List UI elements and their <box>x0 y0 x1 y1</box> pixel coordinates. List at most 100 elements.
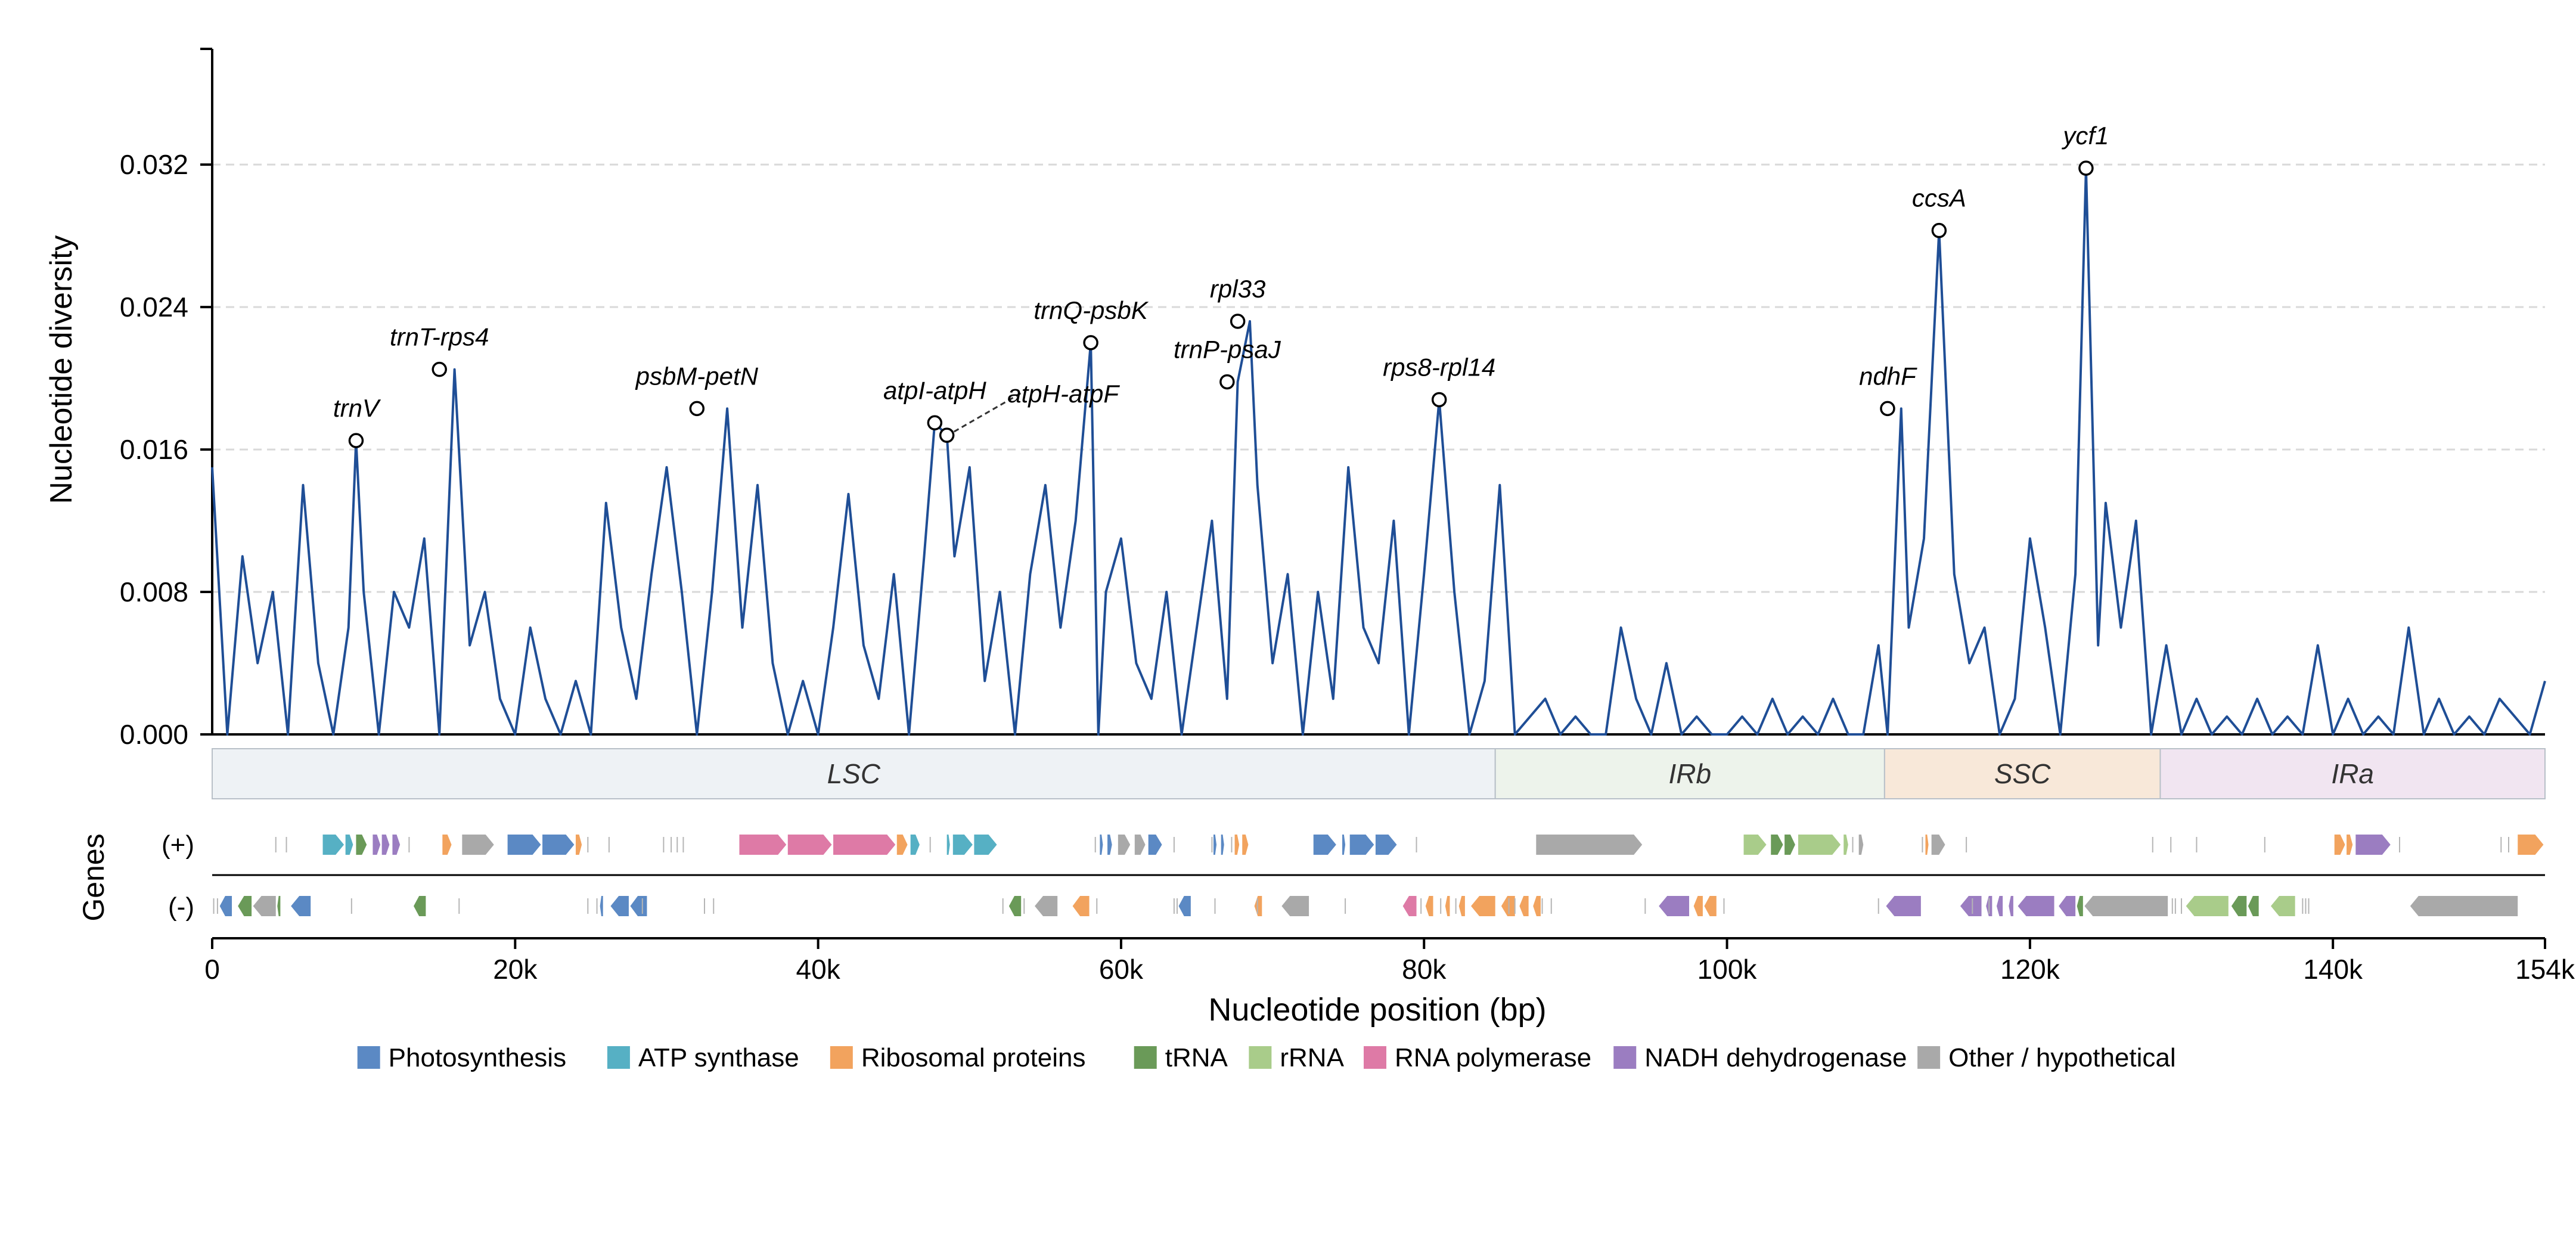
peak-label: trnT-rps4 <box>390 323 489 351</box>
gene-arrow-minus <box>1693 896 1703 916</box>
gene-arrow-minus <box>2084 896 2168 916</box>
gene-arrow-plus <box>1743 835 1767 855</box>
gene-arrow-minus <box>1996 896 2003 916</box>
x-tick-label: 20k <box>493 954 538 985</box>
x-tick-label: 100k <box>1697 954 1758 985</box>
y-tick-label: 0.032 <box>120 149 188 180</box>
x-tick-label: 120k <box>2000 954 2060 985</box>
diversity-line <box>211 167 2546 736</box>
gene-arrow-plus <box>1107 835 1112 855</box>
peak-label: rps8-rpl14 <box>1383 353 1495 381</box>
region-bar: LSC IRb SSC IRa <box>212 748 2546 799</box>
gene-arrow-minus <box>1008 896 1022 916</box>
strand-minus-label: (-) <box>168 892 194 922</box>
legend: Photosynthesis ATP synthase Ribosomal prot… <box>357 1043 2176 1072</box>
peak-marker <box>1931 222 1947 238</box>
legend-label: Ribosomal proteins <box>861 1043 1086 1072</box>
gene-arrow-plus <box>910 835 920 855</box>
region-block <box>212 748 1496 799</box>
legend-label: tRNA <box>1165 1043 1228 1072</box>
gene-arrow-minus <box>1501 896 1515 916</box>
gene-arrow-plus <box>462 835 494 855</box>
gene-arrow-minus <box>291 896 311 916</box>
gene-arrow-plus <box>833 835 896 855</box>
y-tick-label: 0.008 <box>120 576 188 607</box>
gene-arrow-plus <box>356 835 367 855</box>
legend-swatch <box>1917 1046 1941 1069</box>
y-axis-label: Nucleotide diversity <box>44 235 79 504</box>
gene-arrow-minus <box>253 896 276 916</box>
legend-label: rRNA <box>1280 1043 1344 1072</box>
peak-marker <box>939 427 955 443</box>
region-label: LSC <box>827 758 881 789</box>
gene-arrow-minus <box>1402 896 1417 916</box>
gene-arrow-plus <box>2518 835 2544 855</box>
peak-marker <box>2078 160 2094 176</box>
strand-plus-label: (+) <box>162 830 194 860</box>
x-tick-label: 60k <box>1099 954 1144 985</box>
legend-swatch <box>1613 1046 1637 1069</box>
legend-swatch <box>830 1046 853 1069</box>
gene-arrow-plus <box>1342 835 1346 855</box>
peak-label: trnV <box>333 394 381 422</box>
gene-arrow-plus <box>1234 835 1240 855</box>
grid-lines <box>212 163 2545 593</box>
gene-arrow-minus <box>2059 896 2076 916</box>
gene-arrow-minus <box>2270 896 2295 916</box>
gene-arrow-minus <box>1659 896 1690 916</box>
gene-arrow-minus <box>600 896 603 916</box>
gene-arrow-plus <box>1784 835 1795 855</box>
peak-marker <box>927 415 943 431</box>
peak-label: trnQ-psbK <box>1033 296 1149 324</box>
region-block <box>1494 748 1885 799</box>
peak-label: psbM-petN <box>635 362 759 390</box>
gene-arrow-plus <box>442 835 452 855</box>
y-tick-label: 0.016 <box>120 434 188 465</box>
gene-arrow-plus <box>1148 835 1162 855</box>
legend-swatch <box>1249 1046 1272 1069</box>
region-label: IRb <box>1668 758 1711 789</box>
gene-arrow-plus <box>1536 835 1643 855</box>
gene-arrow-plus <box>345 835 353 855</box>
y-tick-label: 0.024 <box>120 291 188 322</box>
gene-arrow-plus <box>2334 835 2345 855</box>
gene-arrow-plus <box>896 835 908 855</box>
legend-swatch <box>1364 1046 1386 1069</box>
gene-arrow-plus <box>1771 835 1783 855</box>
gene-arrow-minus <box>1178 896 1191 916</box>
gene-arrow-plus <box>1313 835 1336 855</box>
x-tick-label: 0 <box>204 954 220 985</box>
gene-arrow-plus <box>2355 835 2391 855</box>
gene-arrow-plus <box>381 835 390 855</box>
y-tick-label: 0.000 <box>120 719 188 750</box>
gene-arrow-plus <box>1858 835 1864 855</box>
legend-label: ATP synthase <box>638 1043 799 1072</box>
peak-label: rpl33 <box>1210 275 1265 303</box>
gene-arrow-minus <box>1704 896 1717 916</box>
legend-swatch <box>607 1046 630 1069</box>
gene-arrow-plus <box>1118 835 1131 855</box>
gene-arrow-plus <box>373 835 381 855</box>
gene-arrow-plus <box>1843 835 1848 855</box>
gene-arrow-minus <box>1445 896 1450 916</box>
gene-arrow-plus <box>1375 835 1397 855</box>
gene-arrow-minus <box>1425 896 1433 916</box>
gene-arrow-minus <box>630 896 647 916</box>
gene-arrow-minus <box>1281 896 1309 916</box>
gene-arrow-minus <box>1254 896 1262 916</box>
peak-label: atpI-atpH <box>883 376 986 404</box>
x-tick-label: 140k <box>2303 954 2363 985</box>
peak-label: ycf1 <box>2061 122 2109 150</box>
gene-arrow-minus <box>277 896 281 916</box>
genes-track-label: Genes <box>77 833 110 921</box>
region-block <box>1883 748 2161 799</box>
gene-arrow-plus <box>787 835 832 855</box>
legend-label: RNA polymerase <box>1395 1043 1591 1072</box>
gene-arrow-plus <box>1925 835 1929 855</box>
gene-arrow-plus <box>2347 835 2353 855</box>
gene-arrow-plus <box>322 835 344 855</box>
legend-label: Other / hypothetical <box>1948 1043 2176 1072</box>
gene-arrow-minus <box>2231 896 2247 916</box>
region-label: IRa <box>2331 758 2374 789</box>
